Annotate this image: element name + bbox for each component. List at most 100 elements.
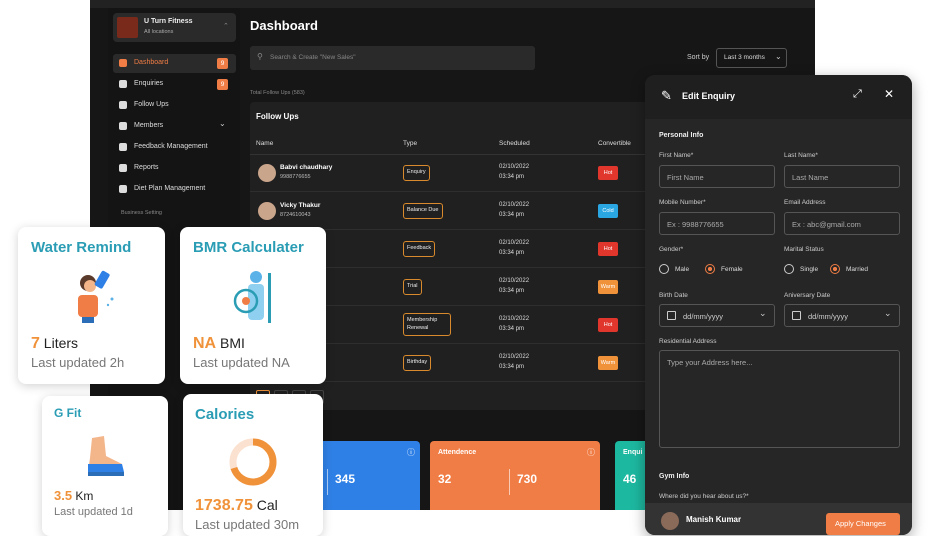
avatar xyxy=(258,202,276,220)
text-input[interactable]: First Name xyxy=(659,165,775,188)
search-placeholder: Search & Create "New Sales" xyxy=(270,54,356,61)
menu-item[interactable]: Enquiries 9 xyxy=(113,75,236,94)
field-label: First Name* xyxy=(659,152,694,159)
unit: Cal xyxy=(256,497,278,513)
field-label: Email Address xyxy=(784,199,826,206)
stat-divider xyxy=(327,469,328,495)
column-header: Name xyxy=(256,140,274,147)
scheduled-date: 02/10/2022 xyxy=(499,354,530,360)
date-placeholder: dd/mm/yyyy xyxy=(683,312,724,321)
card-updated: Last updated 2h xyxy=(31,355,125,370)
close-button[interactable]: ✕ xyxy=(884,87,895,101)
radio[interactable] xyxy=(784,264,794,274)
sort-dropdown[interactable]: Last 3 months ⌄ xyxy=(716,48,787,68)
member-name: Vicky Thakur xyxy=(280,202,321,209)
menu-item[interactable]: Reports xyxy=(113,159,236,178)
input-placeholder: Ex : abc@gmail.com xyxy=(792,220,861,229)
status-chip: Hot xyxy=(598,166,618,180)
value: NA xyxy=(193,335,217,352)
text-input[interactable]: Ex : 9988776655 xyxy=(659,212,775,235)
field-label: Where did you hear about us?* xyxy=(659,493,749,500)
text-input[interactable]: Last Name xyxy=(784,165,900,188)
radio[interactable] xyxy=(659,264,669,274)
stat-value: 46 xyxy=(623,472,637,486)
date-input[interactable]: dd/mm/yyyy ⌄ xyxy=(659,304,775,327)
gfit-illustration xyxy=(88,436,124,476)
section-title: Personal Info xyxy=(659,132,704,139)
date-input[interactable]: dd/mm/yyyy ⌄ xyxy=(784,304,900,327)
field-label: Gender* xyxy=(659,246,684,253)
input-placeholder: Ex : 9988776655 xyxy=(667,220,724,229)
menu-caret: ⌄ xyxy=(219,119,226,128)
menu-item[interactable]: Diet Plan Management xyxy=(113,180,236,199)
card-title: G Fit xyxy=(54,406,82,420)
card-value: 3.5 Km xyxy=(54,488,93,503)
menu-icon xyxy=(119,143,127,151)
menu-icon xyxy=(119,80,127,88)
radio[interactable] xyxy=(830,264,840,274)
card-value: NA BMI xyxy=(193,335,245,353)
status-chip: Warm xyxy=(598,356,618,370)
date-caret: ⌄ xyxy=(884,308,892,318)
stat-value: 345 xyxy=(335,472,356,486)
value: 7 xyxy=(31,335,40,352)
brand-toggle[interactable]: ⌃ xyxy=(223,23,229,30)
sort-label: Sort by xyxy=(687,54,710,61)
card-title: Water Remind xyxy=(31,239,132,256)
scheduled-date: 02/10/2022 xyxy=(499,240,530,246)
menu-label: Reports xyxy=(134,164,159,171)
menu-item[interactable]: Members ⌄ xyxy=(113,117,236,136)
type-chip: Birthday xyxy=(403,355,432,371)
text-input[interactable]: Ex : abc@gmail.com xyxy=(784,212,900,235)
card-value: 7 Liters xyxy=(31,335,78,353)
address-input[interactable]: Type your Address here... xyxy=(659,350,900,448)
top-bar xyxy=(90,0,815,8)
bmr-card: BMR Calculater NA BMI Last updated NA xyxy=(180,227,326,384)
sort-caret: ⌄ xyxy=(775,52,782,61)
expand-button[interactable]: ⤢ xyxy=(853,88,862,100)
scheduled-date: 02/10/2022 xyxy=(499,316,530,322)
stat-card: Attendence ⓘ 32 730 xyxy=(430,441,600,510)
row-divider xyxy=(250,191,800,192)
scheduled-date: 02/10/2022 xyxy=(499,202,530,208)
brand-name: U Turn Fitness xyxy=(144,18,193,25)
menu-label: Members xyxy=(134,122,164,129)
input-placeholder: Last Name xyxy=(792,173,829,182)
row-divider xyxy=(250,305,800,306)
scheduled-time: 03:34 pm xyxy=(499,364,525,370)
apply-label: Apply Changes xyxy=(835,519,886,528)
field-label: Last Name* xyxy=(784,152,818,159)
scheduled-date: 02/10/2022 xyxy=(499,278,530,284)
date-placeholder: dd/mm/yyyy xyxy=(808,312,849,321)
row-divider xyxy=(250,229,800,230)
search-box[interactable]: ⚲ Search & Create "New Sales" xyxy=(250,46,535,70)
card-value: 1738.75 Cal xyxy=(195,497,278,515)
value: 1738.75 xyxy=(195,497,253,514)
menu-item[interactable]: Feedback Management xyxy=(113,138,236,157)
scheduled-time: 03:34 pm xyxy=(499,288,525,294)
total-followups: Total Follow Ups (583) xyxy=(250,90,305,96)
member-phone: 9988776655 xyxy=(280,174,311,180)
search-icon: ⚲ xyxy=(257,52,263,61)
row-divider xyxy=(250,343,800,344)
menu-label: Diet Plan Management xyxy=(134,185,206,192)
menu-item[interactable]: Follow Ups xyxy=(113,96,236,115)
field-label: Marital Status xyxy=(784,246,824,253)
scheduled-time: 03:34 pm xyxy=(499,212,525,218)
type-chip: Enquiry xyxy=(403,165,430,181)
gfit-card: G Fit 3.5 Km Last updated 1d xyxy=(42,396,168,536)
water-illustration xyxy=(78,270,114,323)
menu-icon xyxy=(119,122,127,130)
card-title: Calories xyxy=(195,406,255,423)
section-title: Gym Info xyxy=(659,473,690,480)
card-updated: Last updated 30m xyxy=(195,517,300,532)
menu-item[interactable]: Dashboard 9 xyxy=(113,54,236,73)
section-label: Business Setting xyxy=(121,210,162,216)
calendar-icon xyxy=(792,311,801,320)
radio[interactable] xyxy=(705,264,715,274)
apply-button[interactable]: Apply Changes xyxy=(826,513,900,535)
menu-badge: 9 xyxy=(217,58,228,69)
address-placeholder: Type your Address here... xyxy=(667,358,753,367)
calories-card: Calories 1738.75 Cal Last updated 30m xyxy=(183,394,323,536)
type-chip: Balance Due xyxy=(403,203,443,219)
